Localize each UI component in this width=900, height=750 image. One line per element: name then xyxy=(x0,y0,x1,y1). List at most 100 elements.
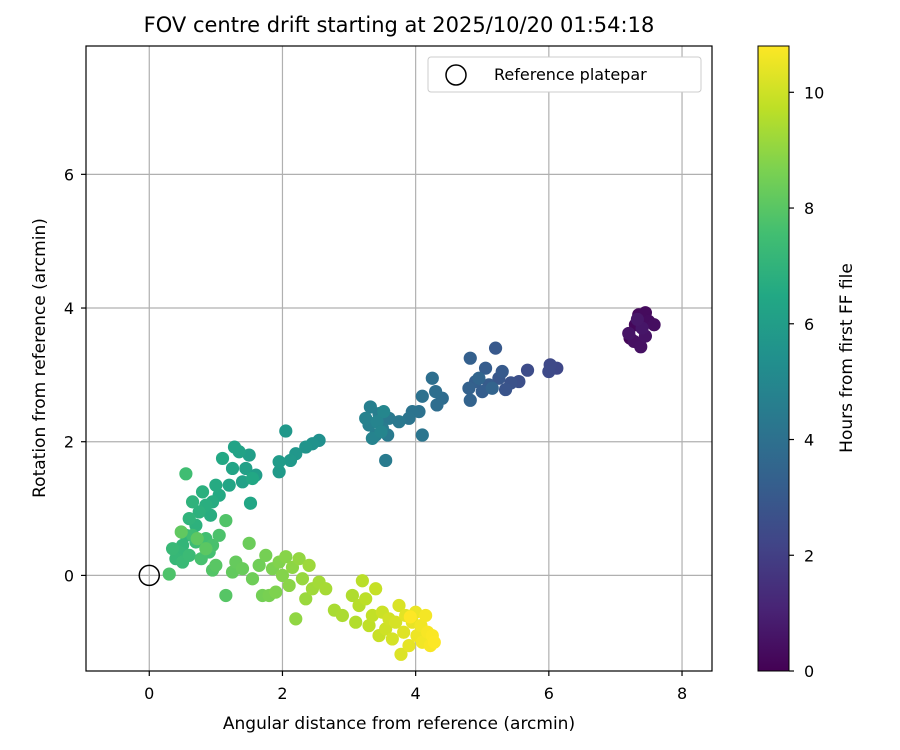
data-point xyxy=(215,451,230,466)
data-point xyxy=(488,341,503,355)
data-point xyxy=(209,478,223,492)
data-point xyxy=(403,610,417,624)
data-point xyxy=(402,638,416,653)
data-point xyxy=(463,351,477,365)
data-point xyxy=(269,585,283,599)
data-point xyxy=(392,415,406,429)
data-point xyxy=(235,562,250,576)
legend-box xyxy=(427,56,702,93)
y-axis-label: Rotation from reference (arcmin) xyxy=(30,218,50,498)
data-point xyxy=(162,567,176,581)
data-point xyxy=(292,552,306,566)
chart-title: FOV centre drift starting at 2025/10/20 … xyxy=(144,13,655,37)
x-tick-label: 2 xyxy=(277,684,287,703)
data-point xyxy=(362,618,376,633)
data-point xyxy=(259,548,273,562)
data-point xyxy=(355,574,369,588)
data-point xyxy=(377,405,391,419)
reference-point xyxy=(138,564,161,587)
data-point xyxy=(475,384,489,399)
data-point xyxy=(369,582,383,596)
data-point xyxy=(225,461,240,476)
colorbar-tick-label: 2 xyxy=(804,546,814,565)
data-point xyxy=(495,364,509,379)
data-point xyxy=(359,592,373,606)
colorbar-tick-label: 4 xyxy=(804,431,814,450)
data-point xyxy=(199,542,213,556)
data-point xyxy=(272,465,286,479)
data-point xyxy=(389,615,403,629)
data-point xyxy=(275,568,290,583)
data-point xyxy=(379,622,393,636)
data-point xyxy=(385,632,399,646)
data-point xyxy=(622,326,636,341)
data-point xyxy=(190,532,204,546)
x-tick-label: 4 xyxy=(411,684,421,703)
data-point xyxy=(194,552,208,566)
data-point xyxy=(283,453,298,468)
data-point xyxy=(370,415,384,429)
data-point xyxy=(379,453,393,468)
data-point xyxy=(245,471,260,486)
data-point xyxy=(647,318,661,332)
y-tick-label: 0 xyxy=(64,566,74,585)
data-point xyxy=(394,647,408,661)
data-point xyxy=(415,389,429,403)
x-tick-label: 6 xyxy=(544,684,554,703)
data-point xyxy=(349,615,363,629)
data-point xyxy=(242,536,256,550)
data-point xyxy=(462,381,476,395)
data-point xyxy=(235,475,250,489)
data-point xyxy=(289,612,303,626)
x-axis-ticks: 0 2 4 6 8 xyxy=(144,671,687,703)
x-tick-label: 8 xyxy=(677,684,687,703)
legend: Reference platepar xyxy=(427,56,702,93)
legend-label: Reference platepar xyxy=(494,65,647,84)
data-point xyxy=(195,485,210,499)
data-point xyxy=(299,592,313,606)
colorbar-tick-label: 6 xyxy=(804,315,814,334)
grid-lines xyxy=(86,46,712,671)
data-point xyxy=(463,393,477,407)
y-tick-label: 6 xyxy=(64,165,74,184)
y-tick-label: 2 xyxy=(64,433,74,452)
x-axis-label: Angular distance from reference (arcmin) xyxy=(223,714,575,734)
data-point xyxy=(425,371,439,385)
colorbar-ticks: 0 2 4 6 8 10 xyxy=(789,83,824,681)
colorbar-label: Hours from first FF file xyxy=(837,263,857,453)
data-point xyxy=(392,598,406,613)
data-point xyxy=(212,528,226,542)
data-point xyxy=(345,588,359,603)
data-point xyxy=(359,411,373,425)
colorbar-tick-label: 10 xyxy=(804,83,824,102)
data-point xyxy=(365,608,379,623)
data-point xyxy=(179,467,193,481)
data-point xyxy=(485,381,499,395)
data-point xyxy=(182,548,196,562)
data-point xyxy=(302,558,316,572)
colorbar-gradient xyxy=(757,45,790,672)
data-point xyxy=(282,578,296,593)
legend-marker-icon xyxy=(445,64,467,86)
data-point xyxy=(252,558,266,572)
data-point xyxy=(427,635,441,649)
data-point xyxy=(222,478,236,492)
data-point xyxy=(272,455,286,469)
data-point xyxy=(242,448,256,462)
data-point xyxy=(415,428,429,442)
data-point xyxy=(227,440,242,454)
y-tick-label: 4 xyxy=(64,299,74,318)
data-point xyxy=(182,511,196,526)
y-axis-ticks: 0 2 4 6 xyxy=(64,165,86,585)
data-point xyxy=(374,425,388,439)
data-point xyxy=(225,565,240,579)
data-point xyxy=(299,440,313,454)
data-point xyxy=(363,400,377,414)
data-point xyxy=(185,495,200,509)
data-point xyxy=(319,582,333,596)
data-point xyxy=(174,525,188,539)
data-point xyxy=(219,588,233,603)
data-point xyxy=(219,513,233,528)
data-point xyxy=(397,625,411,639)
